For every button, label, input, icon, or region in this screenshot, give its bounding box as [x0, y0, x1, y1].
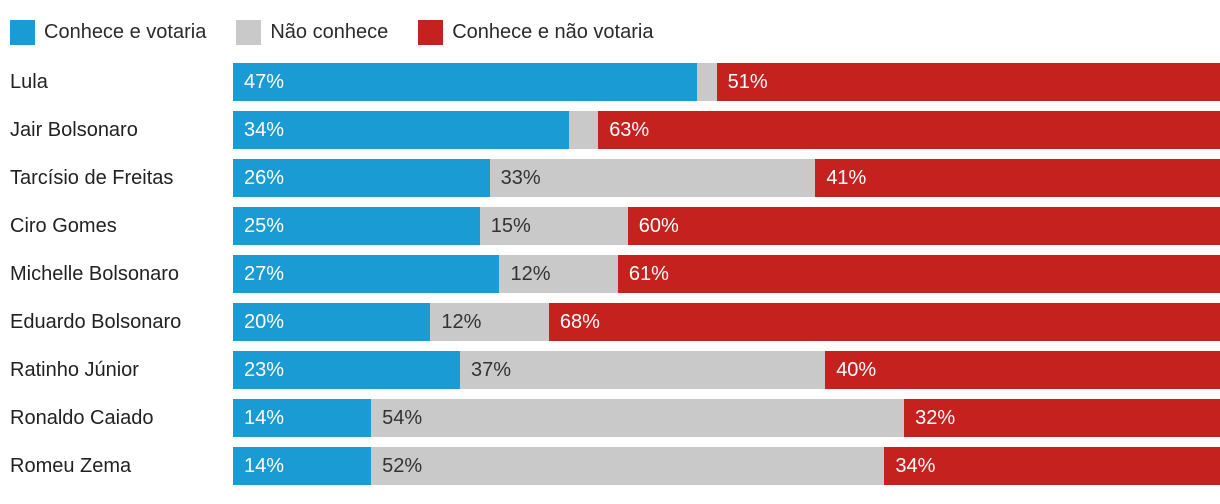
legend-swatch-icon	[236, 19, 262, 45]
bar-segment-conhece-e-nao-votaria: 34%	[884, 447, 1220, 485]
bar-value-label: 23%	[244, 359, 285, 381]
bar-segment-nao-conhece	[568, 111, 599, 149]
bar-value-label: 51%	[727, 71, 768, 93]
bar-segment-nao-conhece: 37%	[460, 351, 826, 389]
bar-segment-conhece-e-nao-votaria: 40%	[825, 351, 1220, 389]
bar-value-label: 68%	[559, 311, 600, 333]
legend-label: Conhece e não votaria	[452, 20, 654, 43]
bar-segment-conhece-e-votaria: 25%	[233, 207, 480, 245]
bar-value-label: 12%	[441, 311, 482, 333]
category-label: Michelle Bolsonaro	[10, 262, 179, 285]
chart-row-romeu-zema: Romeu Zema 14% 52% 34%	[0, 442, 1220, 490]
bar-segment-conhece-e-votaria: 14%	[233, 447, 372, 485]
bar-value-label: 15%	[490, 215, 531, 237]
category-label: Romeu Zema	[10, 454, 132, 477]
bar-track: 26% 33% 41%	[233, 159, 1220, 197]
category-label: Jair Bolsonaro	[10, 118, 138, 141]
bar-segment-nao-conhece	[696, 63, 717, 101]
bar-value-label: 40%	[836, 359, 877, 381]
bar-track: 34% 63%	[233, 111, 1220, 149]
chart-row-ciro-gomes: Ciro Gomes 25% 15% 60%	[0, 202, 1220, 250]
legend-swatch-icon	[10, 19, 35, 45]
bar-track: 25% 15% 60%	[233, 207, 1220, 245]
bar-segment-conhece-e-votaria: 23%	[233, 351, 460, 389]
legend-label: Não conhece	[270, 20, 389, 43]
bar-track: 20% 12% 68%	[233, 303, 1220, 341]
bar-value-label: 37%	[471, 359, 512, 381]
category-label: Ciro Gomes	[10, 214, 117, 237]
legend-item-nao-conhece: Não conhece	[236, 19, 389, 45]
bar-segment-conhece-e-nao-votaria: 61%	[617, 255, 1220, 293]
bar-segment-nao-conhece: 33%	[489, 159, 816, 197]
bar-value-label: 14%	[244, 407, 285, 429]
bar-segment-nao-conhece: 54%	[371, 399, 905, 437]
category-label: Tarcísio de Freitas	[10, 166, 174, 189]
bar-value-label: 34%	[895, 455, 936, 477]
legend-item-conhece-e-nao-votaria: Conhece e não votaria	[418, 19, 654, 45]
bar-segment-nao-conhece: 12%	[430, 303, 549, 341]
bar-value-label: 14%	[244, 455, 285, 477]
bar-segment-conhece-e-nao-votaria: 68%	[548, 303, 1220, 341]
bar-segment-conhece-e-nao-votaria: 51%	[716, 63, 1220, 101]
bar-segment-conhece-e-nao-votaria: 60%	[627, 207, 1220, 245]
bar-value-label: 12%	[510, 263, 551, 285]
chart-row-michelle-bolsonaro: Michelle Bolsonaro 27% 12% 61%	[0, 250, 1220, 298]
bar-value-label: 41%	[826, 167, 867, 189]
bar-track: 14% 54% 32%	[233, 399, 1220, 437]
bar-track: 23% 37% 40%	[233, 351, 1220, 389]
bar-value-label: 54%	[382, 407, 423, 429]
bar-segment-conhece-e-votaria: 14%	[233, 399, 372, 437]
chart-row-lula: Lula 47% 51%	[0, 58, 1220, 106]
legend-label: Conhece e votaria	[44, 20, 207, 43]
bar-value-label: 26%	[244, 167, 285, 189]
bar-value-label: 34%	[244, 119, 285, 141]
bar-value-label: 27%	[244, 263, 285, 285]
chart-row-tarcisio-de-freitas: Tarcísio de Freitas 26% 33% 41%	[0, 154, 1220, 202]
legend-swatch-icon	[418, 19, 444, 45]
bar-track: 47% 51%	[233, 63, 1220, 101]
bar-track: 14% 52% 34%	[233, 447, 1220, 485]
bar-value-label: 47%	[244, 71, 285, 93]
bar-segment-conhece-e-votaria: 20%	[233, 303, 431, 341]
bar-segment-conhece-e-nao-votaria: 32%	[904, 399, 1220, 437]
bar-value-label: 33%	[500, 167, 541, 189]
bar-value-label: 32%	[915, 407, 956, 429]
bar-segment-conhece-e-nao-votaria: 41%	[815, 159, 1220, 197]
category-label: Eduardo Bolsonaro	[10, 310, 182, 333]
bar-segment-conhece-e-votaria: 47%	[233, 63, 697, 101]
legend: Conhece e votaria Não conhece Conhece e nã…	[0, 0, 1220, 58]
bar-track: 27% 12% 61%	[233, 255, 1220, 293]
bar-segment-conhece-e-votaria: 34%	[233, 111, 569, 149]
category-label: Ratinho Júnior	[10, 358, 139, 381]
legend-item-conhece-e-votaria: Conhece e votaria	[10, 19, 207, 45]
chart-row-eduardo-bolsonaro: Eduardo Bolsonaro 20% 12% 68%	[0, 298, 1220, 346]
chart-row-jair-bolsonaro: Jair Bolsonaro 34% 63%	[0, 106, 1220, 154]
bar-value-label: 60%	[638, 215, 679, 237]
chart-row-ratinho-junior: Ratinho Júnior 23% 37% 40%	[0, 346, 1220, 394]
category-label: Ronaldo Caiado	[10, 406, 154, 429]
bar-value-label: 63%	[609, 119, 650, 141]
category-label: Lula	[10, 70, 48, 93]
bar-segment-nao-conhece: 15%	[479, 207, 628, 245]
bar-value-label: 20%	[244, 311, 285, 333]
bar-segment-conhece-e-votaria: 27%	[233, 255, 500, 293]
chart-row-ronaldo-caiado: Ronaldo Caiado 14% 54% 32%	[0, 394, 1220, 442]
bar-segment-conhece-e-votaria: 26%	[233, 159, 490, 197]
bar-value-label: 52%	[382, 455, 423, 477]
stacked-bar-chart: Lula 47% 51% Jair Bolsonaro 34% 63% Tarcísio d…	[0, 58, 1220, 490]
bar-value-label: 25%	[244, 215, 285, 237]
bar-segment-conhece-e-nao-votaria: 63%	[598, 111, 1220, 149]
bar-value-label: 61%	[628, 263, 669, 285]
bar-segment-nao-conhece: 12%	[499, 255, 618, 293]
bar-segment-nao-conhece: 52%	[371, 447, 885, 485]
